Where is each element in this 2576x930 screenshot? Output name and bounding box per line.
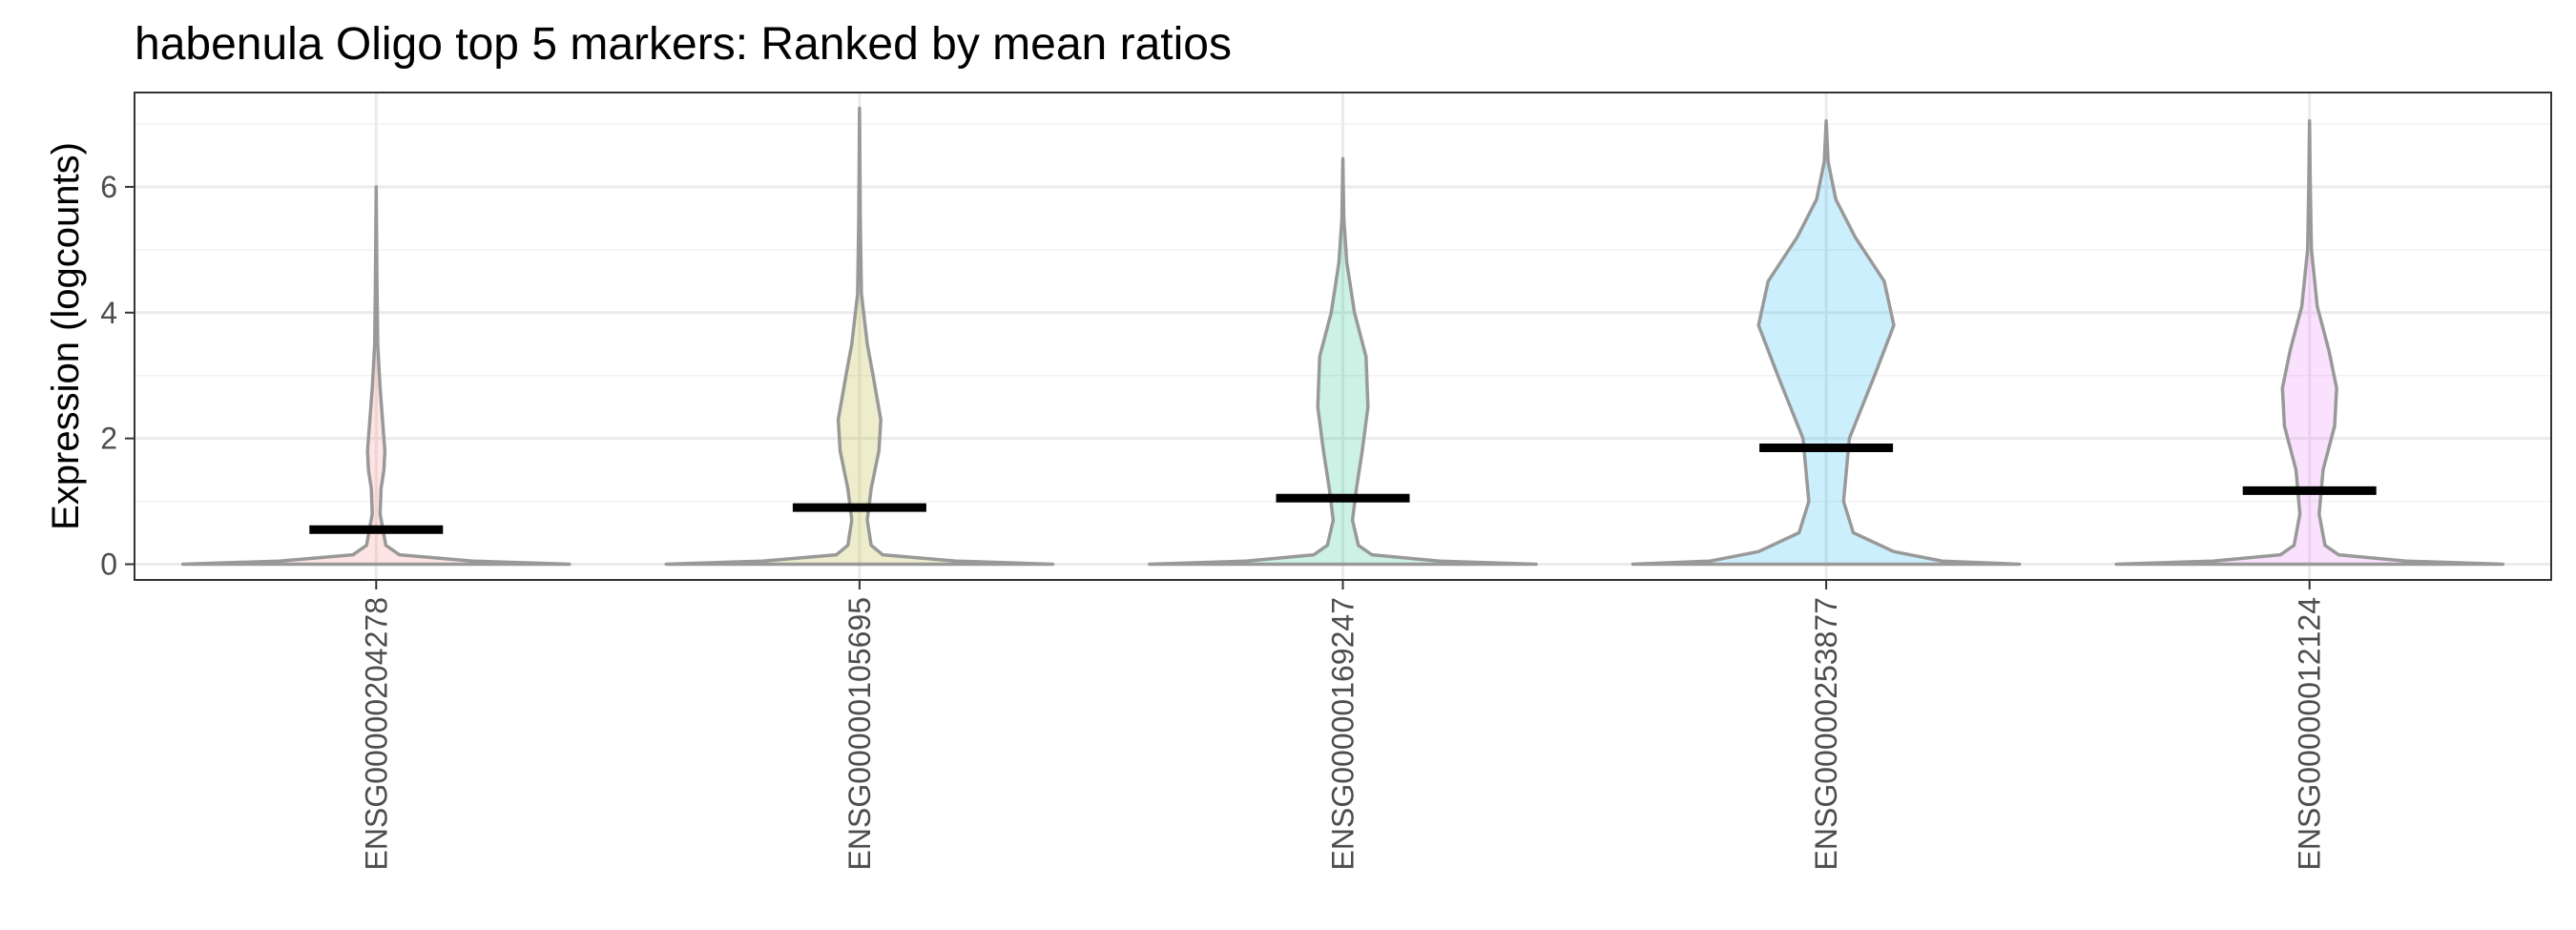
- y-axis: 0 2 4 6: [100, 170, 135, 582]
- y-tick-label: 2: [100, 422, 117, 456]
- violin-series: [180, 106, 2505, 567]
- x-axis: ENSG00000204278 ENSG00000105695 ENSG000001…: [359, 580, 2327, 870]
- y-tick-label: 0: [100, 548, 117, 582]
- violin-ENSG00000204278: [180, 185, 571, 567]
- chart-title: habenula Oligo top 5 markers: Ranked by …: [135, 19, 1232, 70]
- x-tick-label: ENSG00000105695: [842, 597, 877, 870]
- x-tick-label: ENSG00000012124: [2293, 597, 2327, 870]
- violin-ENSG00000169247: [1148, 156, 1538, 567]
- y-tick-label: 6: [100, 170, 117, 204]
- violin-ENSG00000105695: [664, 106, 1055, 567]
- y-tick-label: 4: [100, 296, 117, 330]
- x-tick-label: ENSG00000253877: [1809, 597, 1843, 870]
- violin-ENSG00000253877: [1631, 118, 2022, 567]
- violin-ENSG00000012124: [2114, 118, 2505, 567]
- x-tick-label: ENSG00000169247: [1326, 597, 1361, 870]
- y-axis-label: Expression (logcounts): [45, 142, 87, 530]
- mean-markers: [309, 444, 2377, 534]
- x-tick-label: ENSG00000204278: [359, 597, 393, 870]
